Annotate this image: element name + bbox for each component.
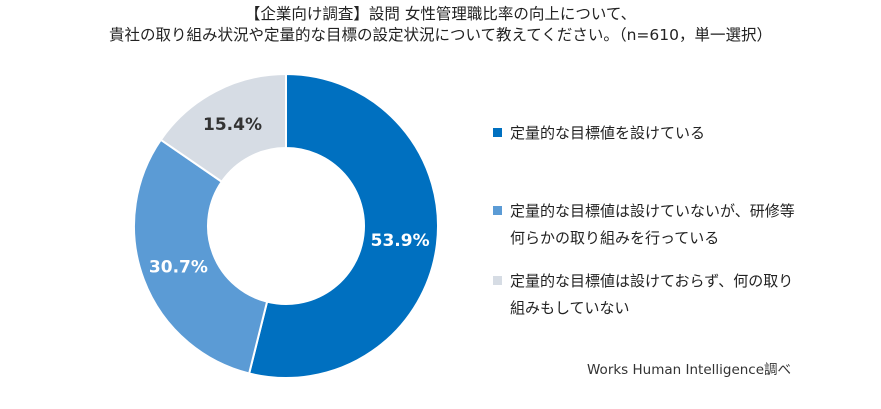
source-note: Works Human Intelligence調べ	[587, 362, 792, 378]
legend-label-2: 定量的な目標値は設けていないが、研修等何らかの取り組みを行っている	[510, 202, 795, 247]
legend-swatch-1	[493, 128, 502, 137]
donut-slice-1	[247, 72, 439, 379]
chart-title: 【企業向け調査】設問 女性管理職比率の向上について、 貴社の取り組み状況や定量的…	[0, 4, 881, 46]
donut-slice-3	[159, 72, 287, 184]
legend-item-2: 定量的な目標値は設けていないが、研修等何らかの取り組みを行っている	[493, 198, 863, 252]
donut-slice-label-1: 53.9%	[371, 231, 430, 251]
legend-item-3: 定量的な目標値は設けておらず、何の取り組みもしていない	[493, 268, 863, 322]
donut-slice-label-3: 15.4%	[203, 115, 262, 135]
legend-label-1: 定量的な目標値を設けている	[510, 124, 706, 142]
chart-title-line-2: 貴社の取り組み状況や定量的な目標の設定状況について教えてください。（n=610，…	[109, 26, 772, 44]
chart-title-line-1: 【企業向け調査】設問 女性管理職比率の向上について、	[244, 5, 637, 23]
legend-swatch-3	[493, 276, 502, 285]
legend-label-3: 定量的な目標値は設けておらず、何の取り組みもしていない	[510, 272, 794, 317]
legend-swatch-2	[493, 206, 502, 215]
legend-item-1: 定量的な目標値を設けている	[493, 120, 863, 147]
donut-slice-2	[133, 138, 269, 375]
donut-slice-label-2: 30.7%	[149, 258, 208, 278]
